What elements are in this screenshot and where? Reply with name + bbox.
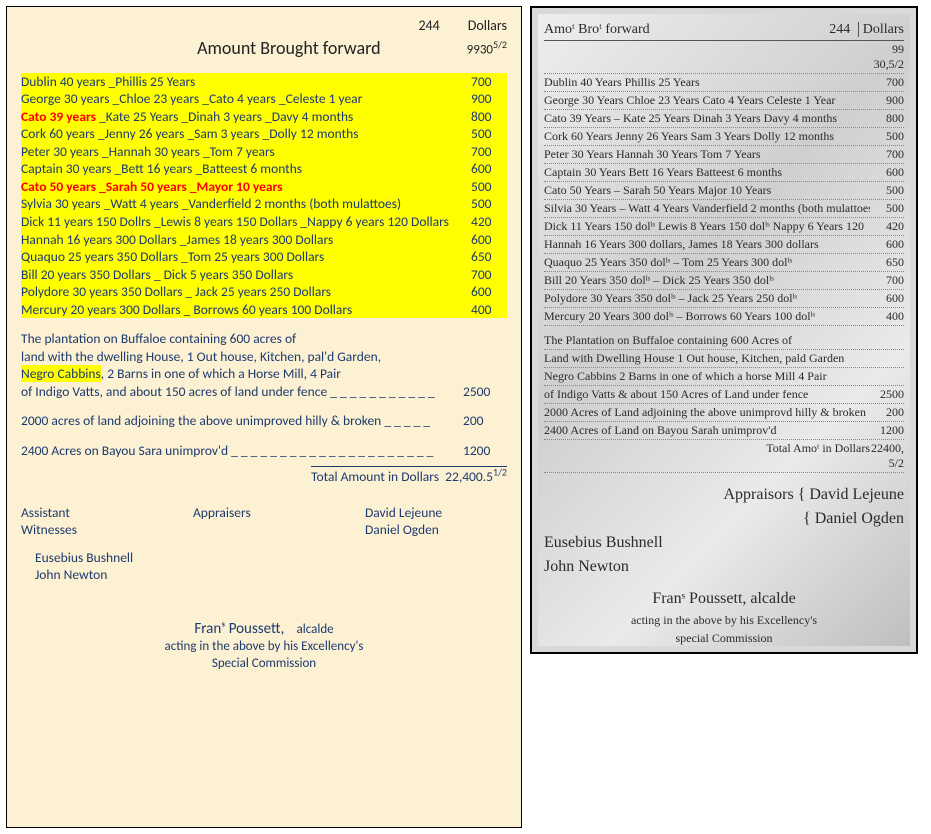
ledger-desc: Bill 20 years 350 Dollars _ Dick 5 years… <box>21 266 471 284</box>
ledger-line: Sylvia 30 years _Watt 4 years _Vanderfie… <box>21 195 507 213</box>
ms-row: Peter 30 Years Hannah 30 Years Tom 7 Yea… <box>544 146 904 164</box>
ms-row: Cato 50 Years – Sarah 50 Years Major 10 … <box>544 182 904 200</box>
ledger-line: Cato 50 years _Sarah 50 years _Mayor 10 … <box>21 178 507 196</box>
total-row: Total Amount in Dollars 22,400.51/2 <box>21 466 507 486</box>
witness-1: Eusebius Bushnell <box>21 549 507 567</box>
role-appraisers: Appraisers <box>193 504 335 522</box>
plantation-l4: of Indigo Vatts, and about 150 acres of … <box>21 383 507 401</box>
ledger-desc: Sylvia 30 years _Watt 4 years _Vanderfie… <box>21 195 471 213</box>
plantation-paragraph: The plantation on Buffaloe containing 60… <box>21 330 507 459</box>
ledger-line: Dublin 40 years _Phillis 25 Years700 <box>21 73 507 91</box>
ms-row: Polydore 30 Years 350 dolˡˢ – Jack 25 Ye… <box>544 290 904 308</box>
ms-row: Silvia 30 Years – Watt 4 Years Vanderfie… <box>544 200 904 218</box>
signature-block: Assistant Appraisers David Lejeune Witne… <box>21 504 507 584</box>
ms-signatures: Appraisors { David Lejeune { Daniel Ogde… <box>544 483 904 647</box>
ms-row: Bill 20 Years 350 dolˡˢ – Dick 25 Years … <box>544 272 904 290</box>
alcalde-l2: Special Commission <box>21 656 507 673</box>
ledger-val: 700 <box>471 73 507 91</box>
plantation-l5: 2000 acres of land adjoining the above u… <box>21 412 507 430</box>
plantation-l6: 2400 Acres on Bayou Sara unimprov'd _ _ … <box>21 442 507 460</box>
ledger-val: 500 <box>471 178 507 196</box>
alcalde-role: alcalde <box>297 622 334 637</box>
ledger-desc: Captain 30 years _Bett 16 years _Battees… <box>21 160 471 178</box>
appraiser-2: Daniel Ogden <box>365 521 507 539</box>
ledger-desc: Cato 39 years _Kate 25 Years _Dinah 3 ye… <box>21 108 471 126</box>
ms-row: Cato 39 Years – Kate 25 Years Dinah 3 Ye… <box>544 110 904 128</box>
ledger-line: Hannah 16 years 300 Dollars _James 18 ye… <box>21 231 507 249</box>
ms-head-left: Amoᵗ Broᵗ forward <box>544 22 650 38</box>
ledger-line: Bill 20 years 350 Dollars _ Dick 5 years… <box>21 266 507 284</box>
ledger-val: 420 <box>471 213 507 231</box>
ledger-line: Cato 39 years _Kate 25 Years _Dinah 3 ye… <box>21 108 507 126</box>
ms-row: Dick 11 Years 150 dolˡˢ Lewis 8 Years 15… <box>544 218 904 236</box>
ledger-line: Polydore 30 years 350 Dollars _ Jack 25 … <box>21 283 507 301</box>
title: Amount Brought forward <box>21 37 467 60</box>
ledger-desc: Mercury 20 years 300 Dollars _ Borrows 6… <box>21 301 471 319</box>
ledger-desc: Dick 11 years 150 Dollrs _Lewis 8 years … <box>21 213 471 231</box>
ledger-desc: Cork 60 years _Jenny 26 years _Sam 3 yea… <box>21 125 471 143</box>
ledger-val: 650 <box>471 248 507 266</box>
ledger-val: 900 <box>471 90 507 108</box>
ledger-line: George 30 years _Chloe 23 years _Cato 4 … <box>21 90 507 108</box>
alcalde-block: Franˢ Poussett, alcalde acting in the ab… <box>21 620 507 673</box>
ledger-line: Captain 30 years _Bett 16 years _Battees… <box>21 160 507 178</box>
ledger-val: 800 <box>471 108 507 126</box>
ledger-desc: Polydore 30 years 350 Dollars _ Jack 25 … <box>21 283 471 301</box>
plantation-l3: Negro Cabbins, 2 Barns in one of which a… <box>21 365 507 383</box>
ledger-val: 600 <box>471 231 507 249</box>
header-row: 244 Dollars <box>21 17 507 35</box>
page-number: 244 <box>418 17 439 35</box>
transcript-panel: 244 Dollars Amount Brought forward 99305… <box>6 6 522 828</box>
page-label: Dollars <box>468 17 507 35</box>
alcalde-l1: acting in the above by his Excellency's <box>21 639 507 656</box>
manuscript-image: Amoᵗ Broᵗ forward 244 Dollars 99 30,5/2 … <box>530 6 918 654</box>
plantation-l2: land with the dwelling House, 1 Out hous… <box>21 348 507 366</box>
role-assistant: Assistant <box>21 504 163 522</box>
ledger-desc: Hannah 16 years 300 Dollars _James 18 ye… <box>21 231 471 249</box>
ledger-val: 700 <box>471 143 507 161</box>
ledger-desc: Quaquo 25 years 350 Dollars _Tom 25 year… <box>21 248 471 266</box>
ledger-line: Mercury 20 years 300 Dollars _ Borrows 6… <box>21 301 507 319</box>
ledger-line: Peter 30 years _Hannah 30 years _Tom 7 y… <box>21 143 507 161</box>
ledger-desc: George 30 years _Chloe 23 years _Cato 4 … <box>21 90 471 108</box>
ledger-val: 700 <box>471 266 507 284</box>
ledger-desc: Cato 50 years _Sarah 50 years _Mayor 10 … <box>21 178 471 196</box>
ledger-line: Dick 11 years 150 Dollrs _Lewis 8 years … <box>21 213 507 231</box>
ledger-val: 600 <box>471 160 507 178</box>
ledger-desc: Peter 30 years _Hannah 30 years _Tom 7 y… <box>21 143 471 161</box>
ledger-line: Quaquo 25 years 350 Dollars _Tom 25 year… <box>21 248 507 266</box>
ms-row: Hannah 16 Years 300 dollars, James 18 Ye… <box>544 236 904 254</box>
ledger-line: Cork 60 years _Jenny 26 years _Sam 3 yea… <box>21 125 507 143</box>
ms-row: Cork 60 Years Jenny 26 Years Sam 3 Years… <box>544 128 904 146</box>
ms-row: Quaquo 25 Years 350 dolˡˢ – Tom 25 Years… <box>544 254 904 272</box>
witness-2: John Newton <box>21 566 507 584</box>
ledger-val: 500 <box>471 125 507 143</box>
ledger-val: 500 <box>471 195 507 213</box>
ledger-desc: Dublin 40 years _Phillis 25 Years <box>21 73 471 91</box>
ms-row: Mercury 20 Years 300 dolˡˢ – Borrows 60 … <box>544 308 904 326</box>
ledger-val: 600 <box>471 283 507 301</box>
ledger-val: 400 <box>471 301 507 319</box>
alcalde-name: Franˢ Poussett, <box>194 620 284 638</box>
ms-row: Captain 30 Years Bett 16 Years Batteest … <box>544 164 904 182</box>
ledger-list: Dublin 40 years _Phillis 25 Years700Geor… <box>21 73 507 319</box>
brought-forward: 99305/2 <box>467 38 507 59</box>
title-row: Amount Brought forward 99305/2 <box>21 37 507 60</box>
appraiser-1: David Lejeune <box>365 504 507 522</box>
ms-row: George 30 Years Chloe 23 Years Cato 4 Ye… <box>544 92 904 110</box>
role-witnesses: Witnesses <box>21 521 163 539</box>
plantation-l1: The plantation on Buffaloe containing 60… <box>21 330 507 348</box>
ms-row: Dublin 40 Years Phillis 25 Years700 <box>544 74 904 92</box>
